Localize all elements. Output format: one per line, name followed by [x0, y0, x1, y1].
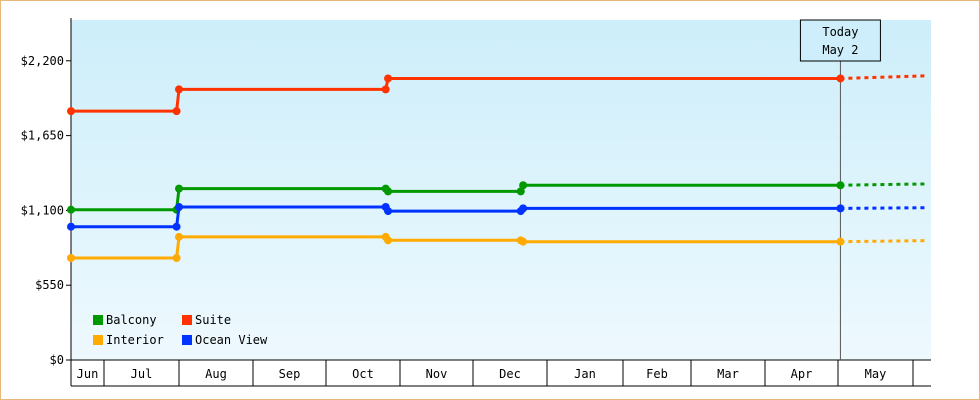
y-axis: $0 $550 $1,100 $1,650 $2,200 [21, 18, 72, 386]
legend-swatch-balcony [93, 315, 103, 325]
x-tick-label: Mar [717, 367, 739, 381]
series-lines [67, 74, 928, 262]
x-tick-label: Sep [279, 367, 301, 381]
legend-label-suite: Suite [195, 313, 231, 327]
today-box [799, 19, 881, 62]
x-tick-label: Jan [574, 367, 596, 381]
data-point[interactable] [836, 237, 845, 246]
today-label: Today [822, 25, 858, 39]
x-tick-label: May [865, 367, 887, 381]
series-projection-suite [840, 74, 928, 80]
data-point[interactable] [172, 107, 181, 116]
data-point[interactable] [67, 222, 75, 231]
data-point[interactable] [384, 236, 393, 245]
y-tick-label: $0 [50, 353, 64, 367]
legend-swatch-interior [93, 335, 103, 345]
today-date-label: May 2 [822, 43, 858, 57]
data-point[interactable] [67, 107, 75, 116]
series-line-suite [71, 77, 841, 113]
data-point[interactable] [836, 74, 845, 83]
data-point[interactable] [67, 254, 75, 262]
series-ocean-view [67, 203, 928, 231]
data-point[interactable] [384, 207, 393, 216]
legend-label-interior: Interior [106, 333, 164, 347]
x-tick-label: Aug [205, 367, 227, 381]
data-point[interactable] [516, 187, 525, 196]
y-tick-label: $550 [35, 278, 64, 292]
series-projection-interior [840, 239, 928, 244]
data-point[interactable] [175, 232, 183, 241]
y-tick-label: $1,100 [21, 203, 64, 217]
data-point[interactable] [175, 184, 183, 193]
legend-label-ocean-view: Ocean View [195, 333, 268, 347]
series-interior [67, 232, 928, 262]
x-axis: Jun Jul Aug Sep Oct Nov Dec Jan Feb Mar Apr May [71, 359, 931, 387]
data-point[interactable] [836, 181, 845, 190]
x-tick-label: Jul [131, 367, 153, 381]
x-tick-label: Oct [352, 367, 374, 381]
data-point[interactable] [172, 222, 181, 231]
y-tick-label: $2,200 [21, 54, 64, 68]
data-point[interactable] [381, 85, 390, 94]
series-suite [67, 74, 928, 116]
data-point[interactable] [175, 85, 183, 94]
data-point[interactable] [519, 204, 528, 213]
data-point[interactable] [519, 237, 528, 246]
data-point[interactable] [67, 205, 75, 214]
data-point[interactable] [836, 204, 845, 213]
series-projection-ocean-view [840, 206, 928, 210]
data-point[interactable] [384, 74, 393, 83]
x-tick-label: Apr [791, 367, 813, 381]
legend-label-balcony: Balcony [106, 313, 157, 327]
data-point[interactable] [172, 254, 181, 262]
data-point[interactable] [519, 181, 528, 190]
legend: Balcony Suite Interior Ocean View [93, 313, 268, 347]
x-tick-label: Dec [499, 367, 521, 381]
legend-swatch-ocean-view [182, 335, 192, 345]
x-tick-label: Nov [426, 367, 448, 381]
legend-swatch-suite [182, 315, 192, 325]
x-tick-label: Feb [646, 367, 668, 381]
x-tick-label: Jun [77, 367, 99, 381]
data-point[interactable] [175, 203, 183, 211]
y-tick-label: $1,650 [21, 129, 64, 143]
data-point[interactable] [384, 187, 393, 196]
today-marker: Today May 2 [799, 19, 881, 360]
series-projection-balcony [840, 182, 928, 187]
